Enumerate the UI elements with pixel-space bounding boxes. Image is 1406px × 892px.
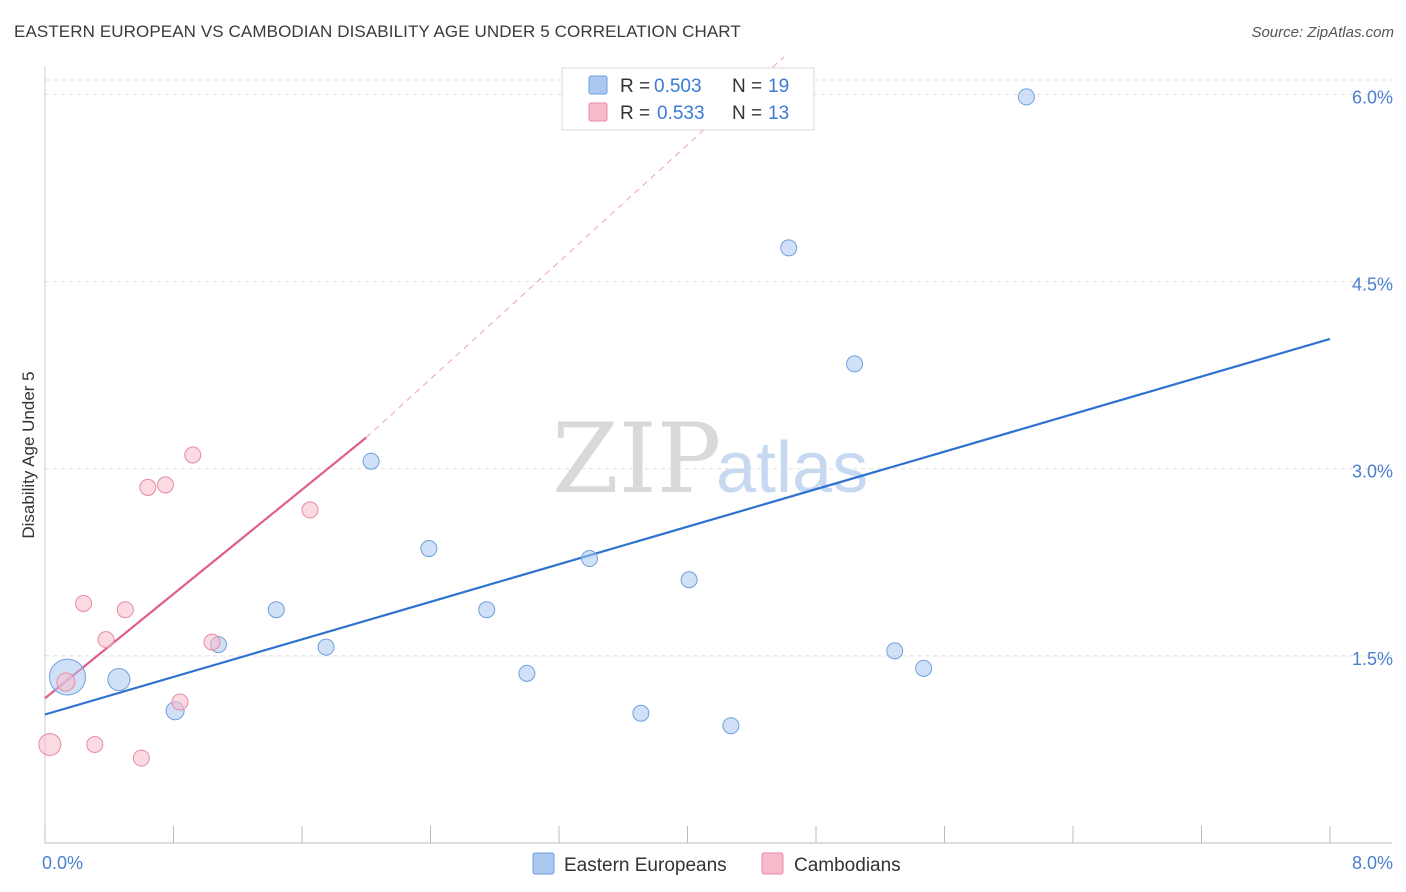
- point-cambodian-4: [97, 631, 115, 649]
- watermark-zip: ZIP: [552, 403, 721, 515]
- bottom-legend-label-eastern: Eastern Europeans: [564, 855, 727, 876]
- chart-title: EASTERN EUROPEAN VS CAMBODIAN DISABILITY…: [14, 22, 741, 41]
- point-eastern-14: [780, 239, 798, 257]
- point-eastern-9: [518, 664, 536, 682]
- point-cambodian-0: [38, 732, 62, 756]
- legend-swatch-cambodian: [588, 102, 608, 122]
- trend-lines: [44, 56, 1331, 716]
- point-eastern-17: [915, 659, 933, 677]
- point-cambodian-11: [203, 633, 221, 651]
- legend-r-value-eastern: 0.503: [654, 76, 702, 97]
- watermark-atlas: atlas: [716, 428, 868, 508]
- x-tick-label-min: 0.0%: [42, 853, 83, 873]
- point-eastern-11: [632, 704, 650, 722]
- trend-line-eastern: [44, 337, 1331, 716]
- legend-r-label-eastern: R =: [620, 76, 650, 97]
- point-cambodian-2: [75, 594, 93, 612]
- legend-n-value-cambodian: 13: [768, 103, 789, 124]
- legend-swatch-eastern: [588, 75, 608, 95]
- point-cambodian-5: [116, 601, 134, 619]
- x-tick-label-max: 8.0%: [1352, 853, 1393, 873]
- point-eastern-12: [680, 571, 698, 589]
- bottom-legend: Eastern Europeans Cambodians: [532, 852, 901, 876]
- point-eastern-18: [1017, 88, 1035, 106]
- point-cambodian-6: [132, 749, 150, 767]
- y-tick-label-1: 3.0%: [1352, 462, 1393, 482]
- legend-r-value-cambodian: 0.533: [657, 103, 705, 124]
- legend-n-value-eastern: 19: [768, 76, 789, 97]
- bottom-legend-label-cambodian: Cambodians: [794, 855, 901, 876]
- point-cambodian-10: [184, 446, 202, 464]
- y-tick-label-0: 1.5%: [1352, 649, 1393, 669]
- legend: R = 0.503 N = 19 R = 0.533 N = 13: [561, 67, 815, 131]
- watermark: ZIP atlas: [552, 403, 868, 515]
- point-eastern-10: [581, 550, 599, 568]
- bottom-legend-swatch-eastern: [532, 852, 555, 875]
- point-cambodian-7: [139, 478, 157, 496]
- y-axis-label: Disability Age Under 5: [19, 371, 38, 538]
- point-cambodian-9: [171, 693, 189, 711]
- point-eastern-15: [846, 355, 864, 373]
- data-points: [38, 88, 1035, 767]
- y-tick-label-3: 6.0%: [1352, 87, 1393, 107]
- point-eastern-7: [420, 540, 438, 558]
- tick-labels: 1.5% 3.0% 4.5% 6.0% 0.0% 8.0%: [42, 87, 1393, 873]
- grid-lines: [45, 79, 1392, 657]
- point-eastern-4: [267, 601, 285, 619]
- point-cambodian-3: [86, 735, 104, 753]
- point-eastern-13: [722, 717, 740, 735]
- point-cambodian-12: [301, 501, 319, 519]
- legend-n-label-eastern: N =: [732, 76, 762, 97]
- legend-r-label-cambodian: R =: [620, 103, 650, 124]
- point-cambodian-1: [56, 672, 76, 692]
- source-label: Source: ZipAtlas.com: [1251, 24, 1394, 41]
- point-eastern-5: [317, 638, 335, 656]
- trend-line-cambodian: [44, 436, 367, 700]
- point-eastern-6: [362, 452, 380, 470]
- point-eastern-1: [107, 668, 131, 692]
- point-eastern-8: [478, 601, 496, 619]
- point-cambodian-8: [156, 476, 174, 494]
- bottom-legend-swatch-cambodian: [761, 852, 784, 875]
- legend-n-label-cambodian: N =: [732, 103, 762, 124]
- y-tick-label-2: 4.5%: [1352, 275, 1393, 295]
- point-eastern-16: [886, 642, 904, 660]
